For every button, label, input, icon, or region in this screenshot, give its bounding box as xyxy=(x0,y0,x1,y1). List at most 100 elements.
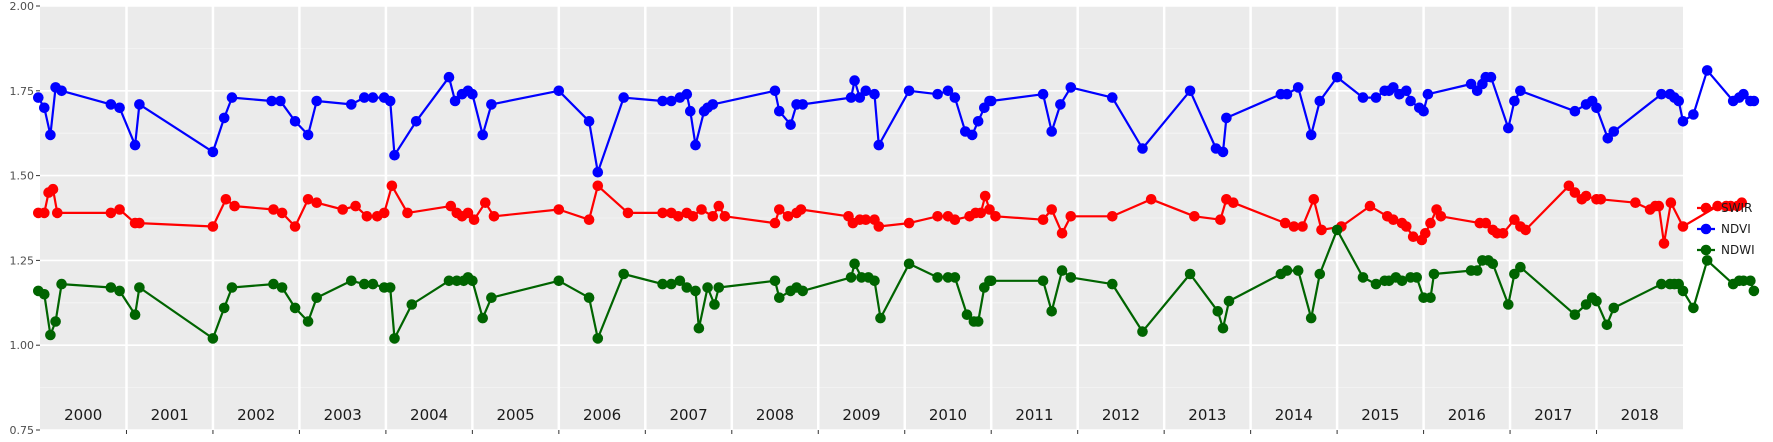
data-point-ndvi xyxy=(972,116,984,127)
data-point-ndwi xyxy=(674,275,686,287)
data-point-swir xyxy=(687,211,699,222)
data-point-swir xyxy=(1407,231,1419,242)
year-label: 2002 xyxy=(237,406,275,424)
year-labels: 2000 2001 2002 2003 2004 2005 2006 2007 2008 2009… xyxy=(64,406,1659,424)
data-point-ndvi xyxy=(1701,65,1713,76)
data-point-swir xyxy=(873,221,885,232)
data-point-ndvi xyxy=(690,139,701,151)
data-point-ndwi xyxy=(1688,302,1699,314)
data-point-swir xyxy=(289,221,301,232)
data-point-ndwi xyxy=(1487,258,1499,270)
data-point-ndvi xyxy=(1221,112,1232,124)
data-point-ndvi xyxy=(1738,88,1749,100)
data-point-ndvi xyxy=(860,85,872,97)
series-points xyxy=(33,65,1760,344)
data-point-ndwi xyxy=(961,309,973,321)
data-point-ndvi xyxy=(1748,95,1760,107)
data-point-ndvi xyxy=(797,99,808,110)
legend-key-marker xyxy=(1700,223,1712,235)
data-point-ndvi xyxy=(774,105,785,117)
data-point-ndvi xyxy=(666,95,677,107)
data-point-swir xyxy=(1364,200,1376,212)
data-point-swir xyxy=(378,207,390,219)
data-point-ndvi xyxy=(1485,71,1497,83)
data-point-ndwi xyxy=(1184,268,1196,280)
data-point-swir xyxy=(774,204,785,215)
data-point-ndvi xyxy=(869,88,880,100)
data-point-ndwi xyxy=(276,282,288,293)
data-point-swir xyxy=(1665,197,1677,208)
legend-label-ndwi: NDWI xyxy=(1721,243,1755,257)
data-point-swir xyxy=(583,214,595,225)
data-point-ndwi xyxy=(443,275,455,287)
data-point-ndwi xyxy=(346,275,357,287)
data-point-swir xyxy=(445,200,457,212)
data-point-ndwi xyxy=(477,312,489,324)
data-point-ndwi xyxy=(302,316,314,327)
data-point-swir xyxy=(1736,197,1748,208)
year-label: 2005 xyxy=(497,406,535,424)
data-point-swir xyxy=(1189,211,1200,222)
data-point-ndvi xyxy=(384,95,396,107)
data-point-ndwi xyxy=(709,299,720,310)
data-point-ndwi xyxy=(713,282,725,293)
data-point-ndvi xyxy=(707,99,719,110)
data-point-ndwi xyxy=(681,282,693,293)
data-point-ndwi xyxy=(985,275,997,287)
data-point-ndwi xyxy=(1656,278,1667,290)
data-point-swir xyxy=(52,207,63,219)
data-point-ndwi xyxy=(583,292,595,304)
series-line-ndvi xyxy=(37,69,1754,174)
data-point-ndvi xyxy=(932,88,943,100)
data-point-ndvi xyxy=(1370,92,1382,103)
data-point-swir xyxy=(386,180,398,192)
data-point-ndvi xyxy=(289,116,301,127)
data-point-ndvi xyxy=(685,105,696,117)
data-point-ndwi xyxy=(226,282,238,293)
data-point-ndwi xyxy=(618,268,629,280)
data-point-ndvi xyxy=(1673,95,1684,107)
data-point-swir xyxy=(1308,194,1320,205)
data-point-ndvi xyxy=(1046,126,1057,137)
data-point-ndvi xyxy=(486,99,497,110)
data-point-ndwi xyxy=(1509,268,1520,280)
data-point-ndwi xyxy=(693,322,705,334)
x-axis xyxy=(125,430,1598,434)
data-point-swir xyxy=(468,214,480,225)
data-point-ndvi xyxy=(389,149,400,161)
data-point-ndwi xyxy=(1745,275,1756,287)
year-label: 2007 xyxy=(669,406,707,424)
data-point-ndvi xyxy=(903,85,915,97)
data-point-ndwi xyxy=(1748,285,1760,297)
data-point-ndwi xyxy=(114,285,125,297)
data-point-swir xyxy=(707,211,719,222)
data-point-ndvi xyxy=(39,102,50,114)
data-point-ndwi xyxy=(1305,312,1317,324)
data-point-ndwi xyxy=(774,292,785,304)
data-point-swir xyxy=(795,204,807,215)
data-point-ndwi xyxy=(1314,268,1326,280)
year-label: 2015 xyxy=(1361,406,1399,424)
data-point-ndvi xyxy=(1292,82,1304,93)
data-point-ndwi xyxy=(207,333,219,344)
data-point-swir xyxy=(949,214,961,225)
data-point-swir xyxy=(1107,211,1118,222)
data-point-ndwi xyxy=(134,282,145,293)
data-point-ndwi xyxy=(367,278,379,290)
data-point-ndwi xyxy=(1281,265,1293,276)
y-tick-label: 1.00 xyxy=(10,339,35,352)
data-point-swir xyxy=(1630,197,1641,208)
data-point-swir xyxy=(276,207,288,219)
year-label: 2017 xyxy=(1534,406,1572,424)
data-point-ndwi xyxy=(657,278,668,290)
data-point-ndwi xyxy=(1217,322,1229,334)
data-point-ndvi xyxy=(266,95,278,107)
data-point-ndvi xyxy=(1591,102,1602,114)
data-point-ndwi xyxy=(1137,326,1148,337)
data-point-ndwi xyxy=(289,302,301,314)
data-point-ndwi xyxy=(869,275,880,287)
data-point-swir xyxy=(1215,214,1226,225)
data-point-swir xyxy=(207,221,219,232)
data-point-ndwi xyxy=(1677,285,1689,297)
